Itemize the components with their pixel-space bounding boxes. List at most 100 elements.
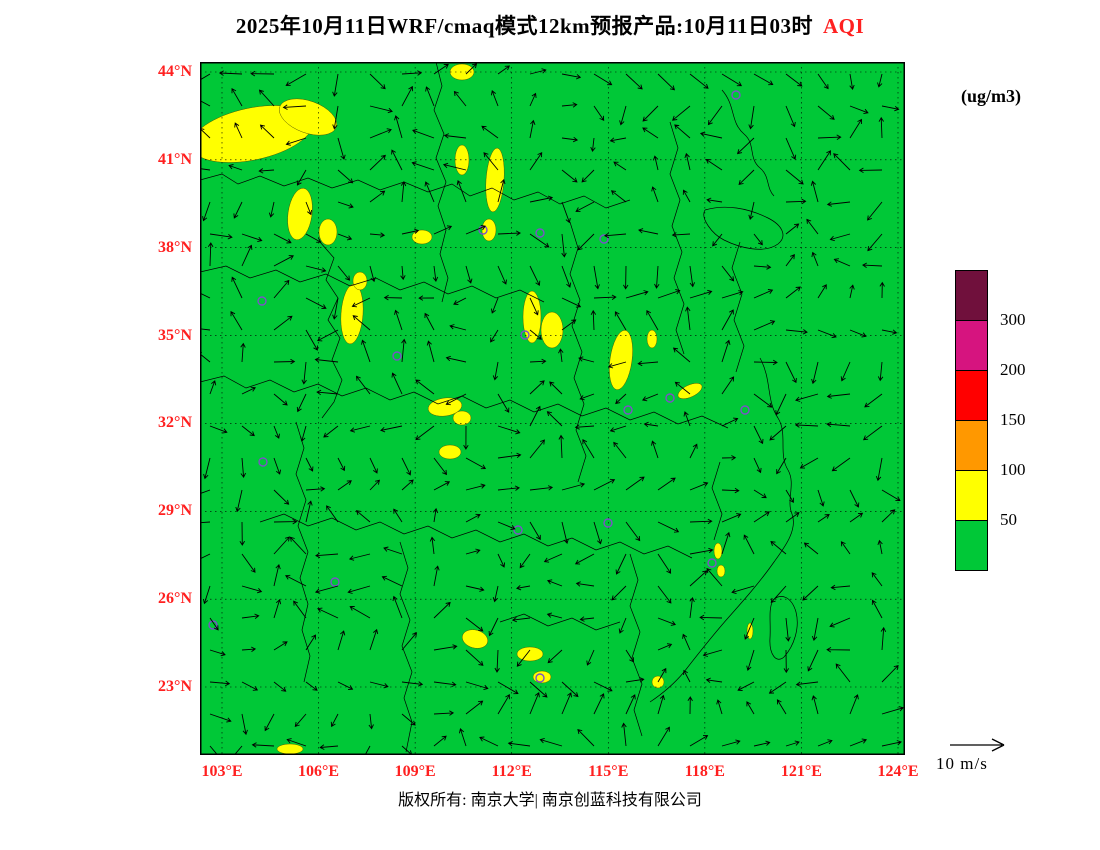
- x-tick-label: 118°E: [684, 763, 725, 780]
- colorbar-segment: [955, 320, 988, 371]
- aqi-yellow-patch: [452, 410, 472, 426]
- y-tick-label: 35°N: [158, 326, 192, 344]
- aqi-yellow-patch: [516, 646, 544, 662]
- x-tick-label: 106°E: [298, 763, 340, 780]
- aqi-yellow-patch: [609, 330, 633, 390]
- wind-scale-legend: 10 m/s: [936, 736, 1038, 774]
- city-marker: [208, 620, 218, 630]
- aqi-yellow-patch: [454, 144, 470, 176]
- map-canvas: [200, 62, 905, 755]
- city-marker: [740, 405, 750, 415]
- page-title: 2025年10月11日WRF/cmaq模式12km预报产品:10月11日03时 A…: [0, 10, 1100, 40]
- aqi-yellow-patch: [522, 290, 542, 344]
- boundary-path: [200, 173, 631, 209]
- aqi-yellow-patch: [677, 383, 703, 399]
- boundary-path: [731, 241, 745, 373]
- y-tick-label: 23°N: [158, 677, 192, 695]
- boundary-path: [259, 513, 693, 559]
- city-marker: [330, 577, 340, 587]
- colorbar-segment: [955, 370, 988, 421]
- colorbar-segment: [955, 470, 988, 521]
- gridline-path: [200, 62, 905, 755]
- city-marker: [599, 234, 609, 244]
- aqi-yellow-patch: [427, 397, 463, 417]
- aqi-yellow-patch: [411, 229, 433, 245]
- x-tick-label: 109°E: [394, 763, 436, 780]
- wind-scale-arrow-icon: [950, 738, 1005, 752]
- colorbar-tick-label: 50: [1000, 510, 1017, 529]
- y-tick-label: 38°N: [158, 238, 192, 256]
- x-tick-label: 124°E: [877, 763, 919, 780]
- aqi-map: [200, 62, 905, 755]
- wind-scale-label: 10 m/s: [936, 754, 988, 773]
- city-marker: [392, 351, 402, 361]
- aqi-yellow-patches: [200, 63, 754, 755]
- copyright-footer: 版权所有: 南京大学| 南京创蓝科技有限公司: [398, 792, 702, 809]
- map-background: [200, 62, 905, 755]
- boundary-path: [569, 221, 587, 483]
- province-boundaries: [200, 62, 798, 753]
- units-label: (ug/m3): [961, 86, 1021, 106]
- city-marker: [520, 330, 530, 340]
- boundary-path: [399, 541, 413, 753]
- boundary-path: [319, 241, 343, 419]
- x-tick-label: 103°E: [201, 763, 243, 780]
- colorbar-tick-label: 150: [1000, 410, 1026, 429]
- x-tick-label: 115°E: [588, 763, 629, 780]
- city-marker: [535, 673, 545, 683]
- city-marker: [731, 90, 741, 100]
- boundary-path: [703, 206, 784, 250]
- aqi-yellow-patch: [716, 564, 726, 578]
- city-marker: [257, 296, 267, 306]
- city-marker: [665, 393, 675, 403]
- y-tick-label: 44°N: [158, 63, 192, 80]
- boundary-path: [769, 596, 798, 660]
- aqi-yellow-patch: [462, 629, 488, 649]
- aqi-yellow-patch: [481, 218, 497, 242]
- x-tick-label: 112°E: [491, 763, 532, 780]
- city-marker: [707, 558, 717, 568]
- y-tick-label: 32°N: [158, 414, 192, 432]
- aqi-yellow-patch: [646, 329, 658, 349]
- boundary-path: [711, 461, 723, 541]
- aqi-yellow-patch: [746, 622, 754, 640]
- latlon-gridlines: [200, 62, 905, 755]
- aqi-yellow-patch: [287, 187, 313, 241]
- aqi-colorbar: [955, 270, 988, 571]
- boundary-path: [721, 89, 775, 197]
- aqi-yellow-patch: [532, 670, 552, 684]
- city-marker: [623, 405, 633, 415]
- aqi-yellow-patch: [713, 542, 723, 560]
- colorbar-segment: [955, 420, 988, 471]
- aqi-yellow-patch: [438, 444, 462, 460]
- aqi-yellow-patch: [318, 218, 338, 246]
- boundary-path: [295, 421, 311, 683]
- aqi-yellow-patch: [276, 743, 304, 755]
- colorbar-tick-label: 200: [1000, 360, 1026, 379]
- y-tick-label: 26°N: [158, 590, 192, 608]
- city-marker: [513, 525, 523, 535]
- x-tick-label: 121°E: [780, 763, 822, 780]
- boundary-path: [629, 553, 643, 737]
- boundary-path: [499, 613, 621, 631]
- boundary-path: [200, 265, 545, 303]
- y-tick-label: 41°N: [158, 150, 192, 168]
- y-tick-label: 29°N: [158, 502, 192, 520]
- title-variable-aqi: AQI: [822, 14, 865, 38]
- colorbar-segment: [955, 270, 988, 321]
- boundary-path: [669, 121, 685, 355]
- city-marker: [535, 228, 545, 238]
- city-marker: [258, 457, 268, 467]
- colorbar-tick-label: 100: [1000, 460, 1026, 479]
- city-marker: [603, 518, 613, 528]
- aqi-yellow-patch: [352, 271, 368, 291]
- colorbar-segment: [955, 520, 988, 571]
- map-frame: [200, 62, 905, 755]
- aqi-yellow-patch: [540, 311, 564, 349]
- boundary-path: [433, 62, 449, 303]
- title-main: 2025年10月11日WRF/cmaq模式12km预报产品:10月11日03时: [235, 14, 813, 38]
- boundary-path: [649, 357, 794, 703]
- colorbar-tick-label: 300: [1000, 310, 1026, 329]
- aqi-yellow-patch: [279, 98, 337, 136]
